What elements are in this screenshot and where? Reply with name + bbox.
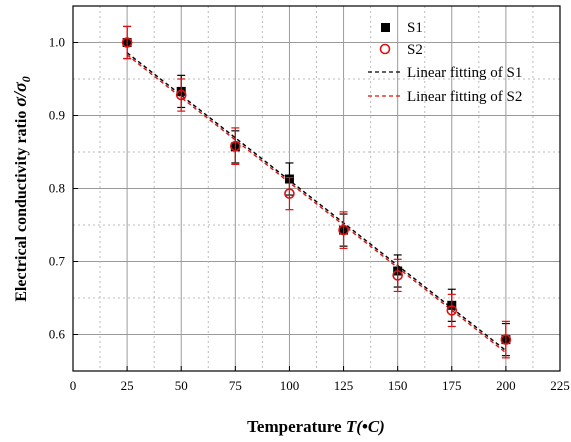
y-axis-title: Electrical conductivity ratio σ/σ0: [10, 76, 33, 301]
data-point-s2: [121, 37, 133, 48]
x-tick-label: 200: [496, 378, 516, 393]
data-point-s2: [446, 305, 458, 316]
data-point-s2: [284, 188, 295, 199]
legend-marker-s1: [381, 23, 390, 32]
legend-marker-s2: [379, 43, 391, 55]
x-tick-label: 225: [550, 378, 570, 393]
x-tick-label: 50: [175, 378, 188, 393]
x-tick-label: 75: [229, 378, 242, 393]
data-point-s2: [230, 140, 241, 152]
legend-label-fit-s2: Linear fitting of S2: [407, 89, 522, 105]
y-tick-label: 0.7: [49, 254, 66, 269]
x-axis-title: Temperature T(•C): [247, 417, 385, 436]
y-tick-label: 0.9: [49, 108, 65, 123]
fit-line-1: [126, 52, 507, 352]
data-point-s2: [500, 334, 512, 345]
x-tick-label: 100: [280, 378, 300, 393]
x-tick-label: 0: [70, 378, 77, 393]
legend-label-fit-s1: Linear fitting of S1: [407, 65, 522, 81]
legend-label-s1: S1: [407, 20, 423, 36]
data-point-s2: [175, 89, 187, 101]
data-point-s2: [338, 224, 349, 236]
x-tick-label: 150: [388, 378, 408, 393]
x-tick-label: 25: [121, 378, 134, 393]
y-tick-label: 1.0: [49, 35, 65, 50]
y-tick-label: 0.8: [49, 181, 65, 196]
axis-ticks: 0 25 50 75 100 125 150 175 200 225 0.6 0.7 0.8 0.9 1.0: [49, 35, 570, 394]
data-points: [121, 25, 512, 359]
fit-lines: [126, 52, 507, 354]
fit-line-2: [126, 54, 507, 354]
data-point-s2: [392, 270, 403, 281]
minor-ticks: [73, 6, 560, 371]
legend: S1 S2 Linear fitting of S1 Linear fittin…: [368, 20, 522, 105]
x-tick-label: 125: [334, 378, 354, 393]
y-tick-label: 0.6: [49, 327, 66, 342]
legend-label-s2: S2: [407, 42, 423, 58]
x-tick-label: 175: [442, 378, 462, 393]
